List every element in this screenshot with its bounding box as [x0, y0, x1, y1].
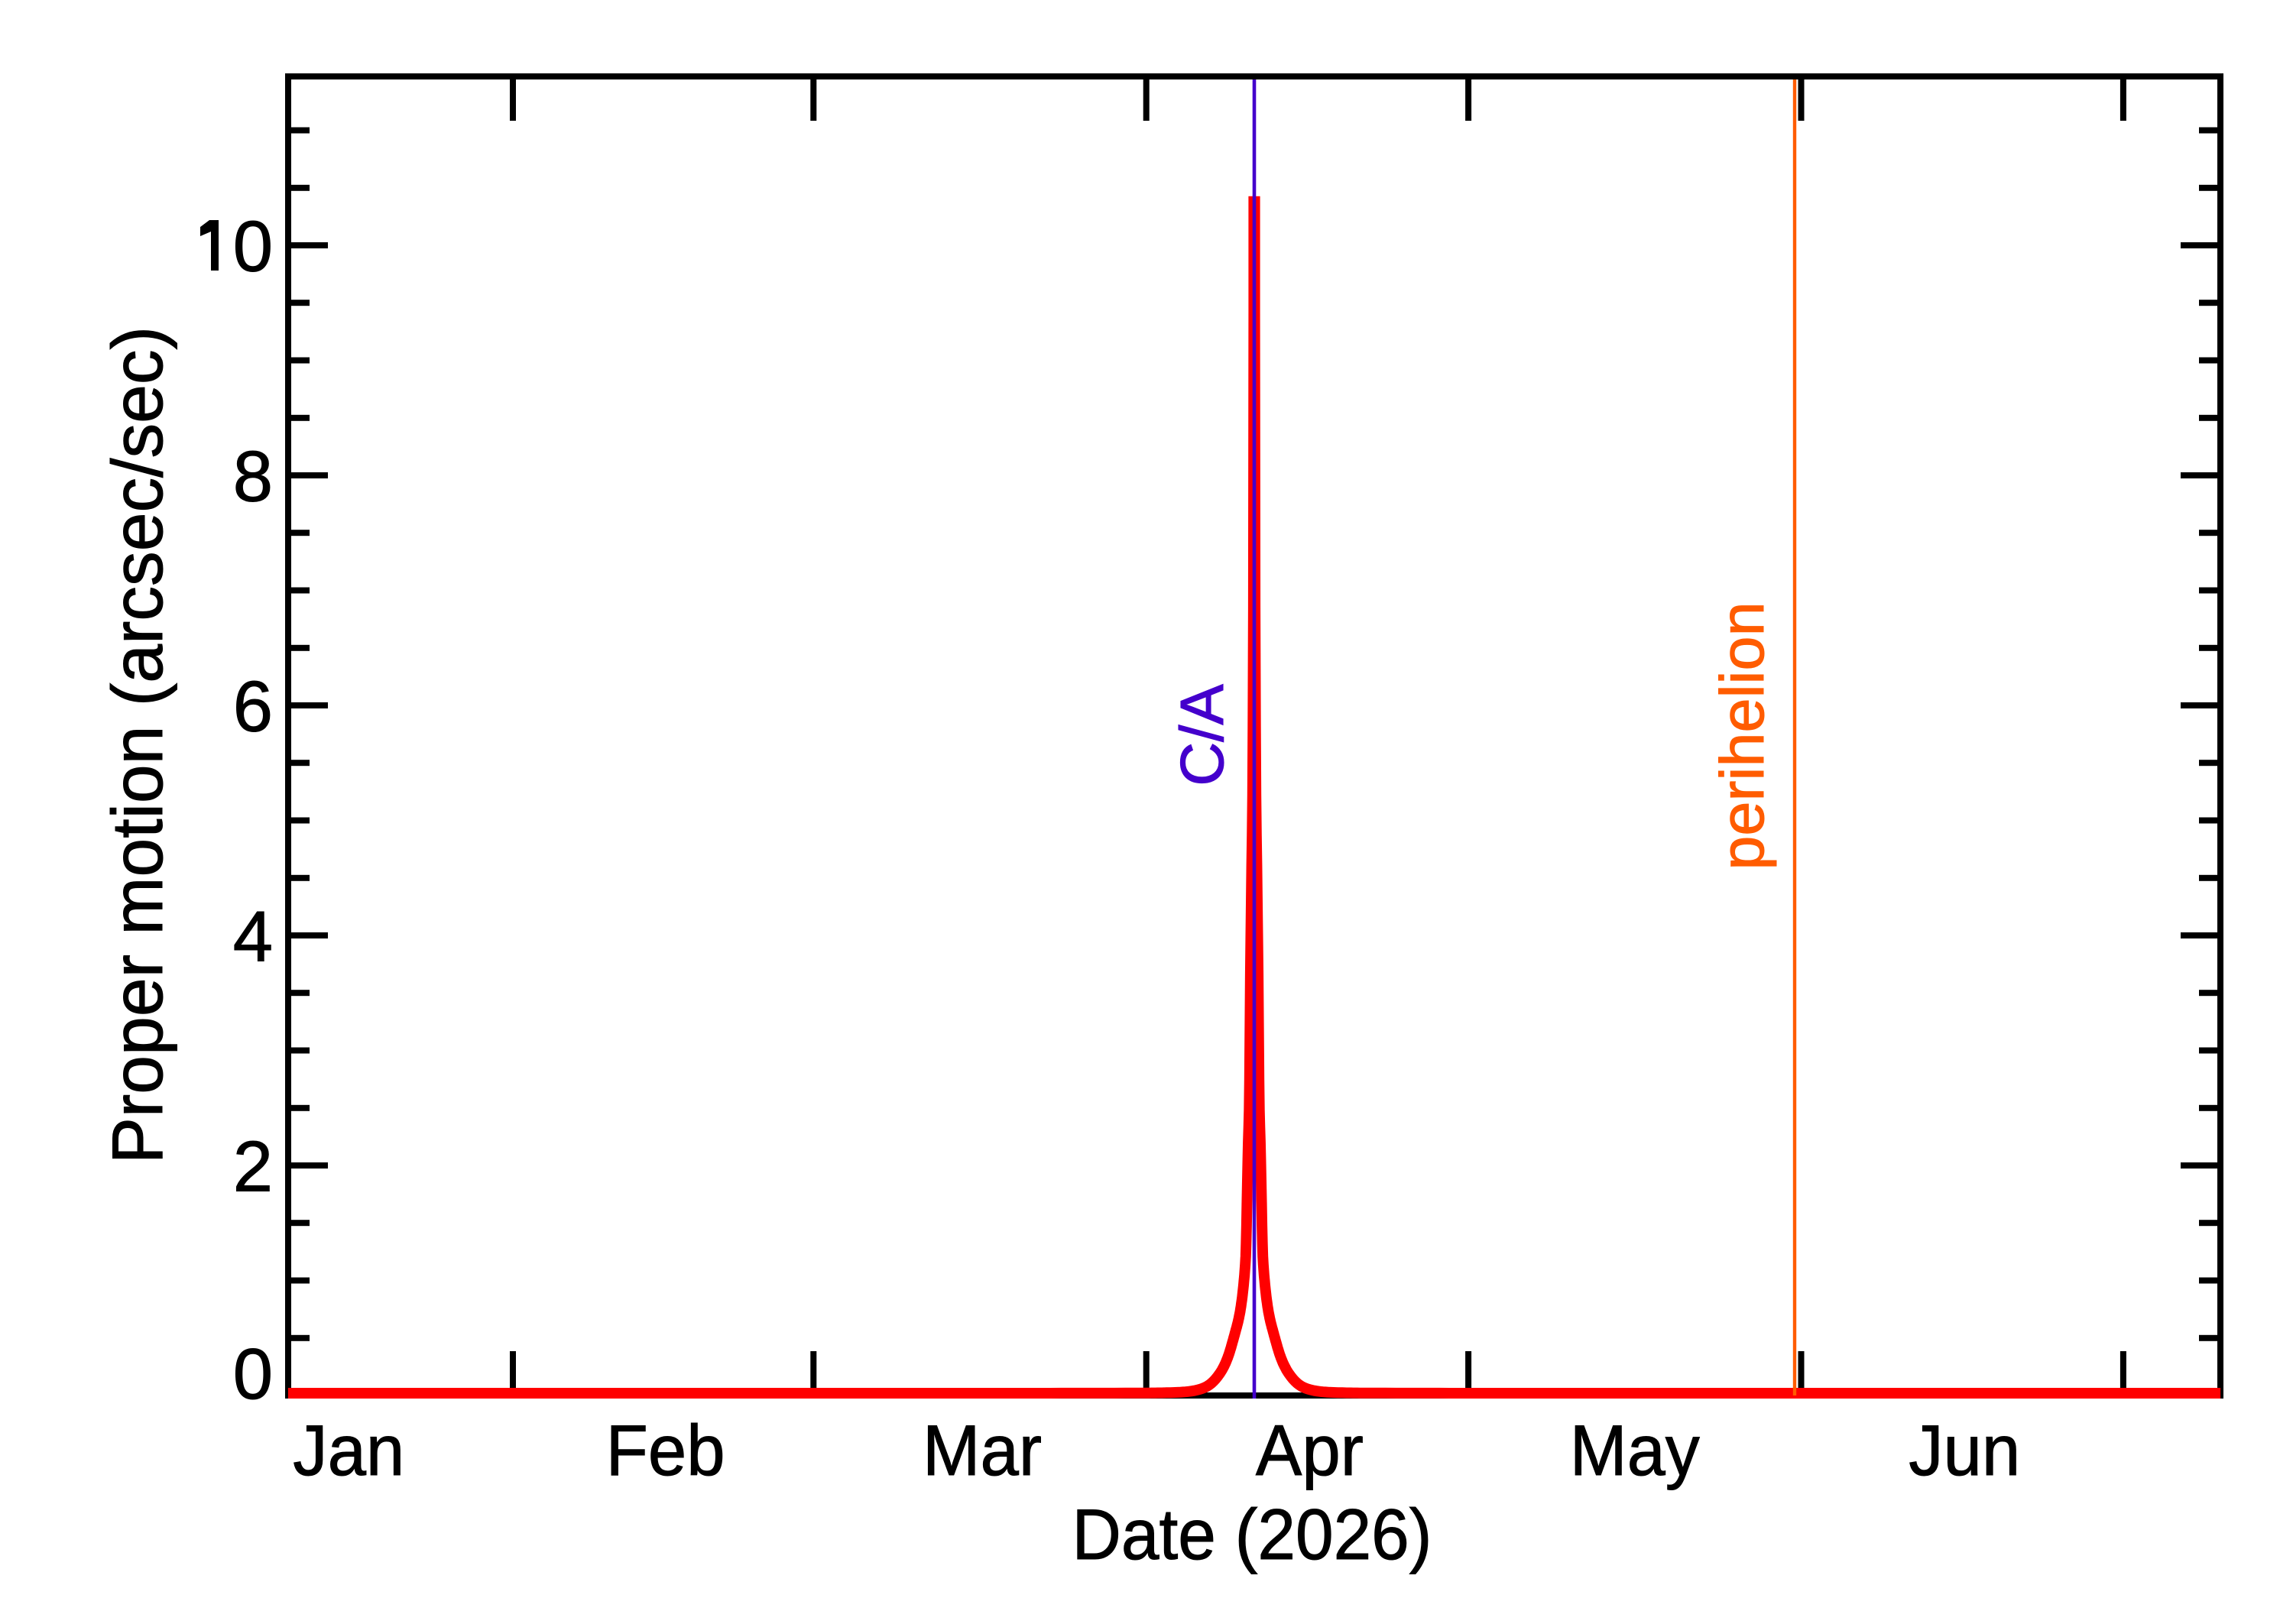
svg-text:0: 0 [233, 206, 273, 286]
svg-text:Date (2026): Date (2026) [1072, 1494, 1432, 1574]
svg-text:Mar: Mar [923, 1410, 1042, 1490]
svg-text:perihelion: perihelion [1708, 601, 1777, 870]
svg-text:C/A: C/A [1168, 684, 1236, 786]
svg-text:8: 8 [233, 436, 273, 516]
svg-text:6: 6 [233, 666, 273, 746]
svg-text:0: 0 [233, 1334, 273, 1414]
svg-text:Jun: Jun [1909, 1410, 2020, 1490]
svg-text:Jan: Jan [293, 1410, 404, 1490]
svg-text:2: 2 [233, 1126, 273, 1206]
svg-text:4: 4 [233, 896, 273, 976]
svg-text:Proper motion (arcsec/sec): Proper motion (arcsec/sec) [97, 326, 177, 1164]
svg-text:Feb: Feb [606, 1410, 725, 1490]
svg-text:Apr: Apr [1256, 1410, 1364, 1490]
svg-text:May: May [1570, 1410, 1700, 1490]
